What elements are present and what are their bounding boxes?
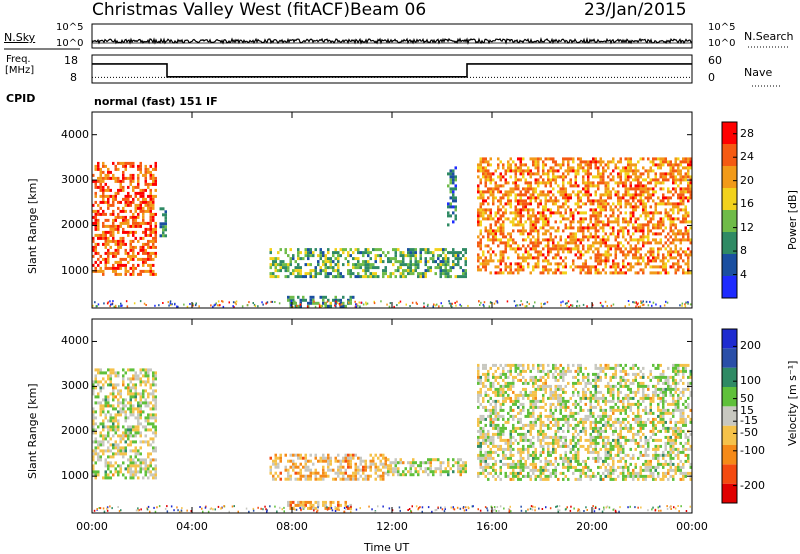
velocity-colorbar-tick-label: 50	[740, 391, 754, 405]
velocity-colorbar-tick-label: 200	[740, 339, 761, 353]
velocity-ytick-label: 1000	[61, 469, 89, 483]
power-colorbar-tick-label: 16	[740, 197, 754, 211]
nave-label: Nave	[744, 66, 773, 79]
power-colorbar-tick-label: 12	[740, 220, 754, 234]
power-colorbar-tick-label: 8	[740, 244, 747, 258]
velocity-colorbar-cell	[722, 425, 737, 445]
cpid-value: normal (fast) 151 IF	[94, 95, 218, 108]
velocity-panel-ylabel: Slant Range [km]	[26, 383, 39, 479]
power-colorbar-cell	[722, 144, 737, 166]
velocity-echo-region	[269, 453, 387, 481]
velocity-echo-region	[387, 458, 467, 477]
power-colorbar-tick-label: 20	[740, 173, 754, 187]
velocity-colorbar-frame	[721, 328, 738, 504]
velocity-colorbar-label: Velocity [m s⁻¹]	[786, 360, 799, 446]
cpid-label: CPID	[6, 92, 36, 105]
frequency-trace	[92, 63, 692, 78]
power-echo-region	[447, 166, 457, 227]
power-echo-region	[477, 157, 692, 275]
nsky-trace	[91, 37, 693, 46]
freq-strip-frame	[91, 54, 693, 84]
velocity-colorbar-tick-label: -200	[740, 478, 765, 492]
power-colorbar-tick-label: 24	[740, 150, 754, 164]
time-tick-label: 16:00	[476, 520, 508, 533]
power-colorbar-cell	[722, 276, 737, 298]
velocity-colorbar-cell	[722, 445, 737, 465]
velocity-echo-region	[92, 368, 157, 480]
time-axis-label: Time UT	[364, 541, 410, 554]
velocity-ytick-label: 3000	[61, 379, 89, 393]
velocity-echo-region	[477, 363, 692, 481]
power-colorbar-cell	[722, 232, 737, 254]
power-echo-region	[92, 161, 157, 276]
velocity-colorbar-cell	[722, 406, 737, 426]
velocity-colorbar-cell	[722, 329, 737, 349]
nave-top-tick: 60	[708, 54, 722, 67]
velocity-colorbar-cell	[722, 464, 737, 484]
power-colorbar-frame	[721, 121, 738, 299]
freq-bottom-tick: 8	[70, 71, 77, 84]
power-ytick-label: 3000	[61, 173, 89, 187]
power-colorbar-cell	[722, 254, 737, 276]
power-ytick-label: 2000	[61, 218, 89, 232]
nsky-top-tick: 10^5	[56, 22, 84, 33]
beam-label: Beam 06	[350, 0, 427, 20]
station-title: Christmas Valley West (fitACF)	[92, 0, 351, 20]
power-echo-region	[269, 248, 467, 279]
nsearch-label: N.Search	[744, 30, 794, 43]
nsky-bottom-tick: 10^0	[56, 38, 84, 49]
power-colorbar-tick-label: 4	[740, 267, 747, 281]
velocity-ytick-label: 2000	[61, 424, 89, 438]
nave-bottom-tick: 0	[708, 71, 715, 84]
nsky-label: N.Sky	[4, 31, 36, 44]
velocity-colorbar-tick-label: -15	[740, 414, 758, 428]
time-tick-label: 04:00	[176, 520, 208, 533]
power-colorbar-cell	[722, 166, 737, 188]
velocity-colorbar-tick-label: 15	[740, 403, 754, 417]
power-colorbar-tick-label: 28	[740, 126, 754, 140]
freq-label-line1: Freq.	[6, 54, 31, 65]
nsearch-top-tick: 10^5	[708, 22, 736, 33]
velocity-colorbar-cell	[722, 483, 737, 503]
nsearch-bottom-tick: 10^0	[708, 38, 736, 49]
power-panel-ylabel: Slant Range [km]	[26, 178, 39, 274]
velocity-colorbar-cell	[722, 387, 737, 407]
power-ground-scatter	[92, 300, 692, 308]
velocity-colorbar-tick-label: -50	[740, 426, 758, 440]
velocity-colorbar-cell	[722, 367, 737, 387]
velocity-colorbar-tick-label: -100	[740, 443, 765, 457]
velocity-ground-scatter	[93, 505, 691, 513]
power-ytick-label: 4000	[61, 127, 89, 141]
freq-label-line2: [MHz]	[5, 65, 35, 76]
time-tick-label: 20:00	[576, 520, 608, 533]
power-echo-region	[159, 207, 167, 238]
power-colorbar-cell	[722, 122, 737, 144]
freq-top-tick: 18	[64, 54, 78, 67]
power-ytick-label: 1000	[61, 263, 89, 277]
velocity-ytick-label: 4000	[61, 334, 89, 348]
time-tick-label: 08:00	[276, 520, 308, 533]
date-label: 23/Jan/2015	[584, 0, 687, 20]
nsky-strip-frame	[91, 23, 693, 49]
power-colorbar-cell	[722, 210, 737, 232]
velocity-colorbar-cell	[722, 348, 737, 368]
power-colorbar-cell	[722, 188, 737, 210]
velocity-colorbar-tick-label: 100	[740, 374, 761, 388]
time-tick-label: 00:00	[676, 520, 708, 533]
power-colorbar-label: Power [dB]	[786, 190, 799, 250]
time-tick-label: 12:00	[376, 520, 408, 533]
time-tick-label: 00:00	[76, 520, 108, 533]
